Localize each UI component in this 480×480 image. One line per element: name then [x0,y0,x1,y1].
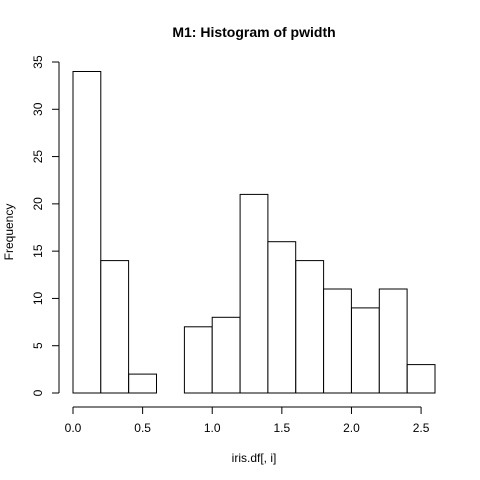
x-tick-label-1: 0.5 [134,421,151,435]
x-axis: 0.0 0.5 1.0 1.5 2.0 2.5 [65,406,430,435]
y-tick-label-5: 25 [31,150,45,164]
bars-group [72,71,436,394]
histogram-bar-4 [183,326,213,394]
histogram-bar-9 [323,288,352,394]
x-tick-label-4: 2.0 [343,421,360,435]
y-axis: 0 5 10 15 20 25 30 35 [31,55,60,396]
x-axis-label: iris.df[, i] [232,451,277,465]
histogram-bar-10 [351,307,380,394]
x-tick-label-3: 1.5 [274,421,291,435]
y-tick-label-4: 20 [31,197,45,211]
y-tick-label-2: 10 [31,291,45,305]
y-tick-label-3: 15 [31,244,45,258]
y-axis-label: Frequency [2,204,16,261]
y-tick-label-7: 35 [31,55,45,69]
histogram-bar-6 [239,193,269,394]
x-tick-label-0: 0.0 [65,421,82,435]
y-tick-label-1: 5 [31,342,45,349]
y-tick-label-0: 0 [31,389,45,396]
x-tick-label-2: 1.0 [204,421,221,435]
histogram-bar-7 [267,241,297,394]
chart-title: M1: Histogram of pwidth [172,24,335,40]
y-tick-label-6: 30 [31,102,45,116]
histogram-bar-5 [211,316,241,394]
histogram-bar-0 [72,71,102,394]
histogram-bar-12 [406,364,436,394]
histogram-bar-2 [128,373,157,394]
x-tick-label-5: 2.5 [413,421,430,435]
histogram-bar-1 [100,260,130,394]
histogram-bar-8 [295,260,325,394]
histogram-bar-11 [378,288,408,394]
